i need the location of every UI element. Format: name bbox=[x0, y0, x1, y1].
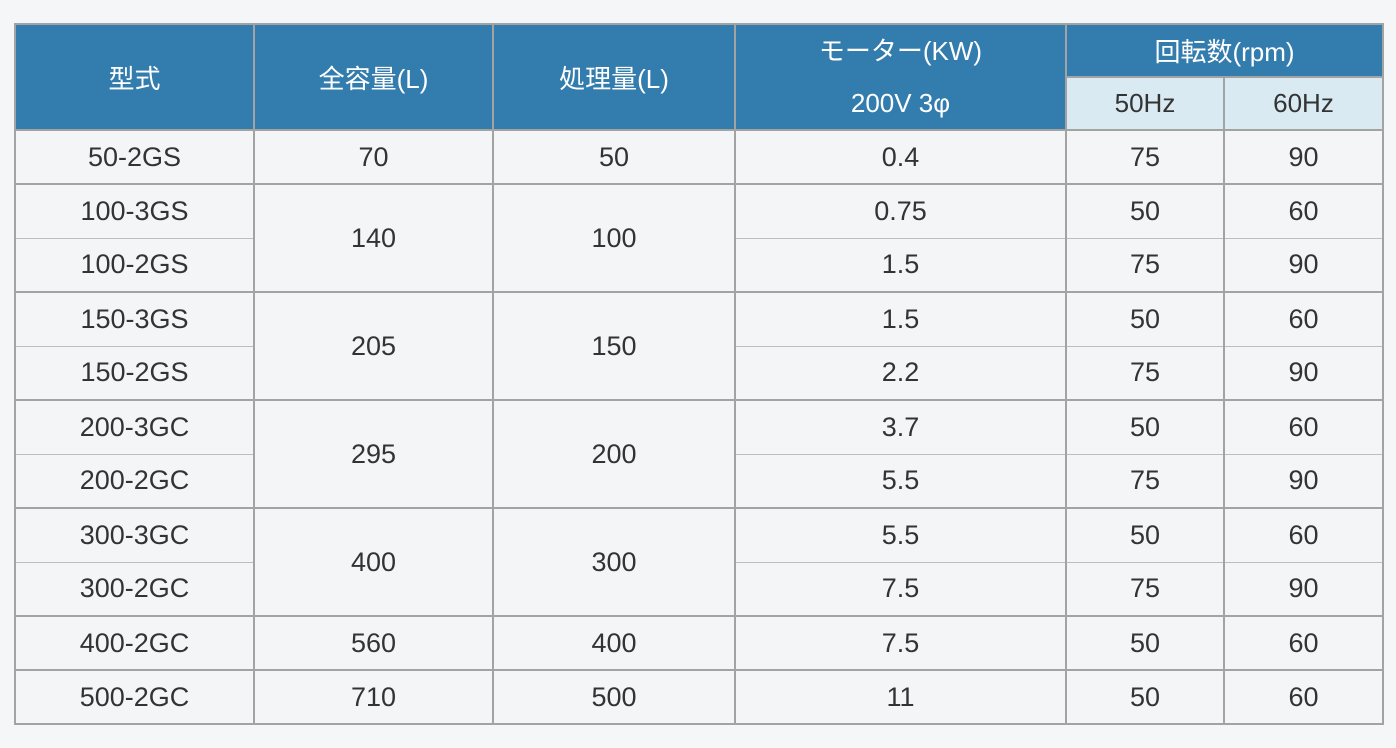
throughput-cell: 150 bbox=[492, 291, 736, 401]
rpm60-cell: 90 bbox=[1223, 345, 1384, 401]
throughput-cell: 200 bbox=[492, 399, 736, 509]
table-row: 300-3GC 400 300 5.5 50 60 bbox=[14, 507, 1384, 617]
header-motor: モーター(KW) 200V 3φ bbox=[734, 23, 1067, 131]
motor-cell: 3.7 bbox=[734, 399, 1067, 455]
table-header: 型式 全容量(L) 処理量(L) モーター(KW) 200V 3φ 回転数(rp… bbox=[14, 23, 1384, 131]
throughput-cell: 100 bbox=[492, 183, 736, 293]
rpm50-cell: 50 bbox=[1065, 669, 1225, 725]
rpm60-cell: 90 bbox=[1223, 237, 1384, 293]
rpm50-cell: 50 bbox=[1065, 183, 1225, 239]
capacity-cell: 400 bbox=[253, 507, 494, 617]
rpm50-cell: 75 bbox=[1065, 345, 1225, 401]
capacity-cell: 560 bbox=[253, 615, 494, 671]
capacity-cell: 140 bbox=[253, 183, 494, 293]
rpm50-cell: 75 bbox=[1065, 453, 1225, 509]
rpm50-cell: 50 bbox=[1065, 507, 1225, 563]
throughput-cell: 500 bbox=[492, 669, 736, 725]
table-row: 150-3GS 205 150 1.5 50 60 bbox=[14, 291, 1384, 401]
header-motor-line1: モーター(KW) bbox=[818, 36, 983, 66]
model-cell: 300-2GC bbox=[14, 561, 255, 617]
throughput-cell: 300 bbox=[492, 507, 736, 617]
rpm60-cell: 90 bbox=[1223, 561, 1384, 617]
motor-cell: 0.75 bbox=[734, 183, 1067, 239]
header-row-1: 型式 全容量(L) 処理量(L) モーター(KW) 200V 3φ 回転数(rp… bbox=[14, 23, 1384, 131]
motor-cell: 11 bbox=[734, 669, 1067, 725]
rpm50-cell: 75 bbox=[1065, 561, 1225, 617]
rpm60-cell: 60 bbox=[1223, 669, 1384, 725]
model-cell: 100-3GS bbox=[14, 183, 255, 239]
model-cell: 200-3GC bbox=[14, 399, 255, 455]
capacity-cell: 70 bbox=[253, 129, 494, 185]
rpm60-cell: 60 bbox=[1223, 399, 1384, 455]
motor-cell: 1.5 bbox=[734, 291, 1067, 347]
model-cell: 50-2GS bbox=[14, 129, 255, 185]
rpm60-cell: 60 bbox=[1223, 183, 1384, 239]
model-cell: 150-2GS bbox=[14, 345, 255, 401]
motor-cell: 0.4 bbox=[734, 129, 1067, 185]
rpm50-cell: 50 bbox=[1065, 291, 1225, 347]
table-row: 300-2GC 7.5 75 90 bbox=[14, 561, 1384, 617]
table-body: 50-2GS 70 50 0.4 75 90 100-3GS 140 100 0… bbox=[14, 129, 1384, 725]
model-cell: 400-2GC bbox=[14, 615, 255, 671]
motor-cell: 2.2 bbox=[734, 345, 1067, 401]
model-cell: 500-2GC bbox=[14, 669, 255, 725]
rpm50-cell: 75 bbox=[1065, 237, 1225, 293]
rpm60-cell: 60 bbox=[1223, 507, 1384, 563]
motor-cell: 7.5 bbox=[734, 615, 1067, 671]
table-row: 500-2GC 710 500 11 50 60 bbox=[14, 669, 1384, 725]
motor-cell: 7.5 bbox=[734, 561, 1067, 617]
rpm50-cell: 75 bbox=[1065, 129, 1225, 185]
model-cell: 100-2GS bbox=[14, 237, 255, 293]
header-capacity: 全容量(L) bbox=[253, 23, 494, 131]
motor-cell: 5.5 bbox=[734, 507, 1067, 563]
table-row: 50-2GS 70 50 0.4 75 90 bbox=[14, 129, 1384, 185]
throughput-cell: 400 bbox=[492, 615, 736, 671]
header-60hz: 60Hz bbox=[1223, 76, 1384, 131]
header-model: 型式 bbox=[14, 23, 255, 131]
spec-table: 型式 全容量(L) 処理量(L) モーター(KW) 200V 3φ 回転数(rp… bbox=[14, 23, 1384, 725]
rpm60-cell: 60 bbox=[1223, 291, 1384, 347]
rpm50-cell: 50 bbox=[1065, 399, 1225, 455]
header-50hz: 50Hz bbox=[1065, 76, 1225, 131]
motor-cell: 1.5 bbox=[734, 237, 1067, 293]
table-row: 400-2GC 560 400 7.5 50 60 bbox=[14, 615, 1384, 671]
capacity-cell: 205 bbox=[253, 291, 494, 401]
rpm60-cell: 90 bbox=[1223, 453, 1384, 509]
table-row: 150-2GS 2.2 75 90 bbox=[14, 345, 1384, 401]
header-motor-line2: 200V 3φ bbox=[850, 88, 951, 118]
capacity-cell: 710 bbox=[253, 669, 494, 725]
header-throughput: 処理量(L) bbox=[492, 23, 736, 131]
header-rpm: 回転数(rpm) bbox=[1065, 23, 1384, 78]
rpm60-cell: 90 bbox=[1223, 129, 1384, 185]
rpm50-cell: 50 bbox=[1065, 615, 1225, 671]
table-row: 200-2GC 5.5 75 90 bbox=[14, 453, 1384, 509]
table-row: 200-3GC 295 200 3.7 50 60 bbox=[14, 399, 1384, 509]
rpm60-cell: 60 bbox=[1223, 615, 1384, 671]
throughput-cell: 50 bbox=[492, 129, 736, 185]
capacity-cell: 295 bbox=[253, 399, 494, 509]
table-row: 100-2GS 1.5 75 90 bbox=[14, 237, 1384, 293]
model-cell: 300-3GC bbox=[14, 507, 255, 563]
model-cell: 150-3GS bbox=[14, 291, 255, 347]
model-cell: 200-2GC bbox=[14, 453, 255, 509]
motor-cell: 5.5 bbox=[734, 453, 1067, 509]
header-row-2: 50Hz 60Hz bbox=[15, 76, 1384, 131]
table-row: 100-3GS 140 100 0.75 50 60 bbox=[14, 183, 1384, 293]
